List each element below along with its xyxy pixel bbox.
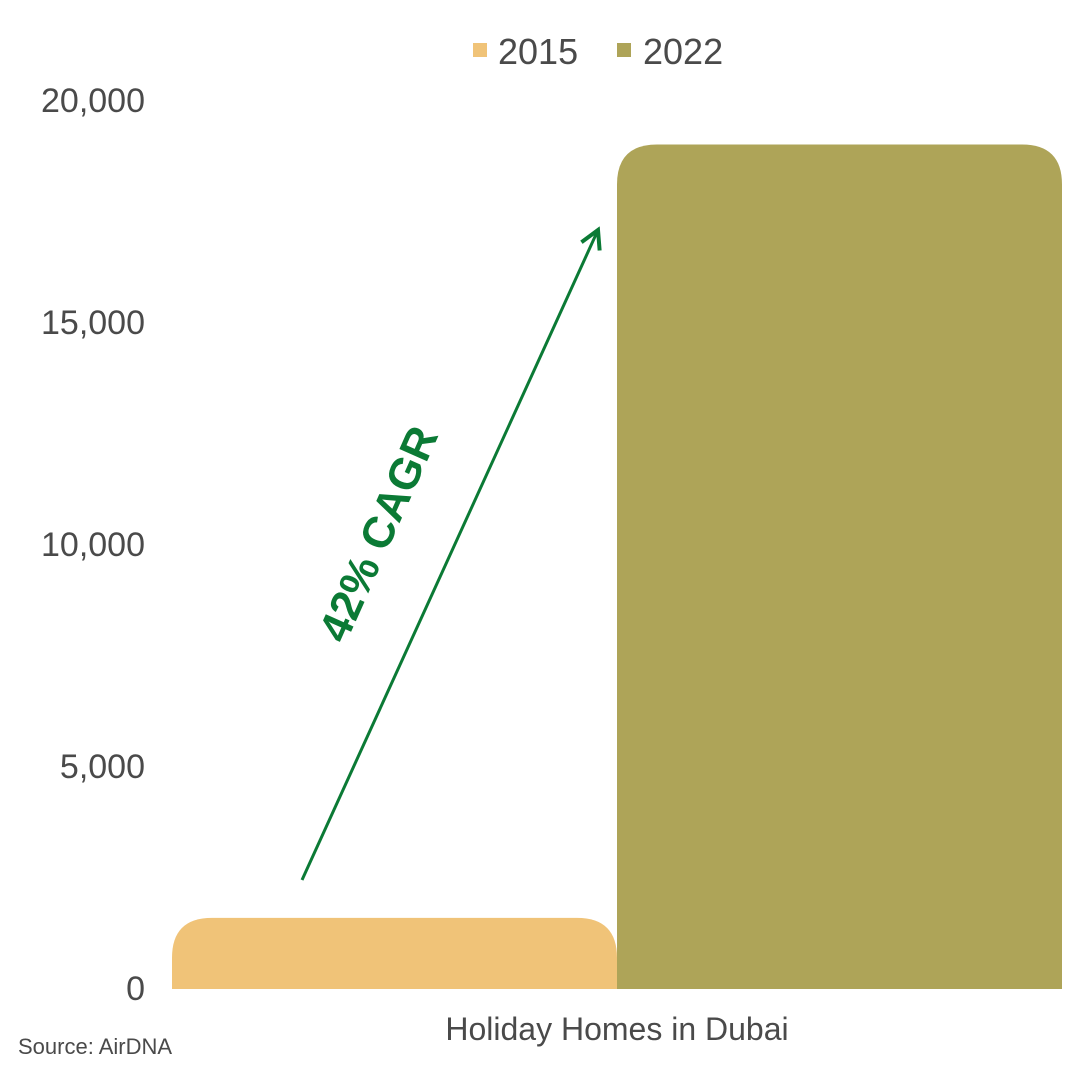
bar-2015-holiday-homes-in-dubai <box>172 917 617 989</box>
y-tick-label-15000: 15,000 <box>41 304 145 342</box>
source-label: Source: AirDNA <box>18 1034 172 1059</box>
y-tick-label-10000: 10,000 <box>41 526 145 564</box>
bar-2022-holiday-homes-in-dubai <box>617 144 1062 989</box>
category-label: Holiday Homes in Dubai <box>445 1011 788 1047</box>
cagr-annotation: 42% CAGR <box>310 419 448 649</box>
y-axis: 0 5,000 10,000 15,000 20,000 <box>41 82 145 1008</box>
bars <box>172 144 1062 989</box>
legend-swatch-2015 <box>473 43 487 57</box>
legend-swatch-2022 <box>617 43 631 57</box>
legend-label-2015: 2015 <box>498 31 578 72</box>
y-tick-label-20000: 20,000 <box>41 82 145 120</box>
y-tick-label-5000: 5,000 <box>60 748 145 786</box>
legend-label-2022: 2022 <box>643 31 723 72</box>
y-tick-label-0: 0 <box>126 970 145 1008</box>
cagr-arrow <box>300 230 598 881</box>
legend: 2015 2022 <box>473 31 723 72</box>
